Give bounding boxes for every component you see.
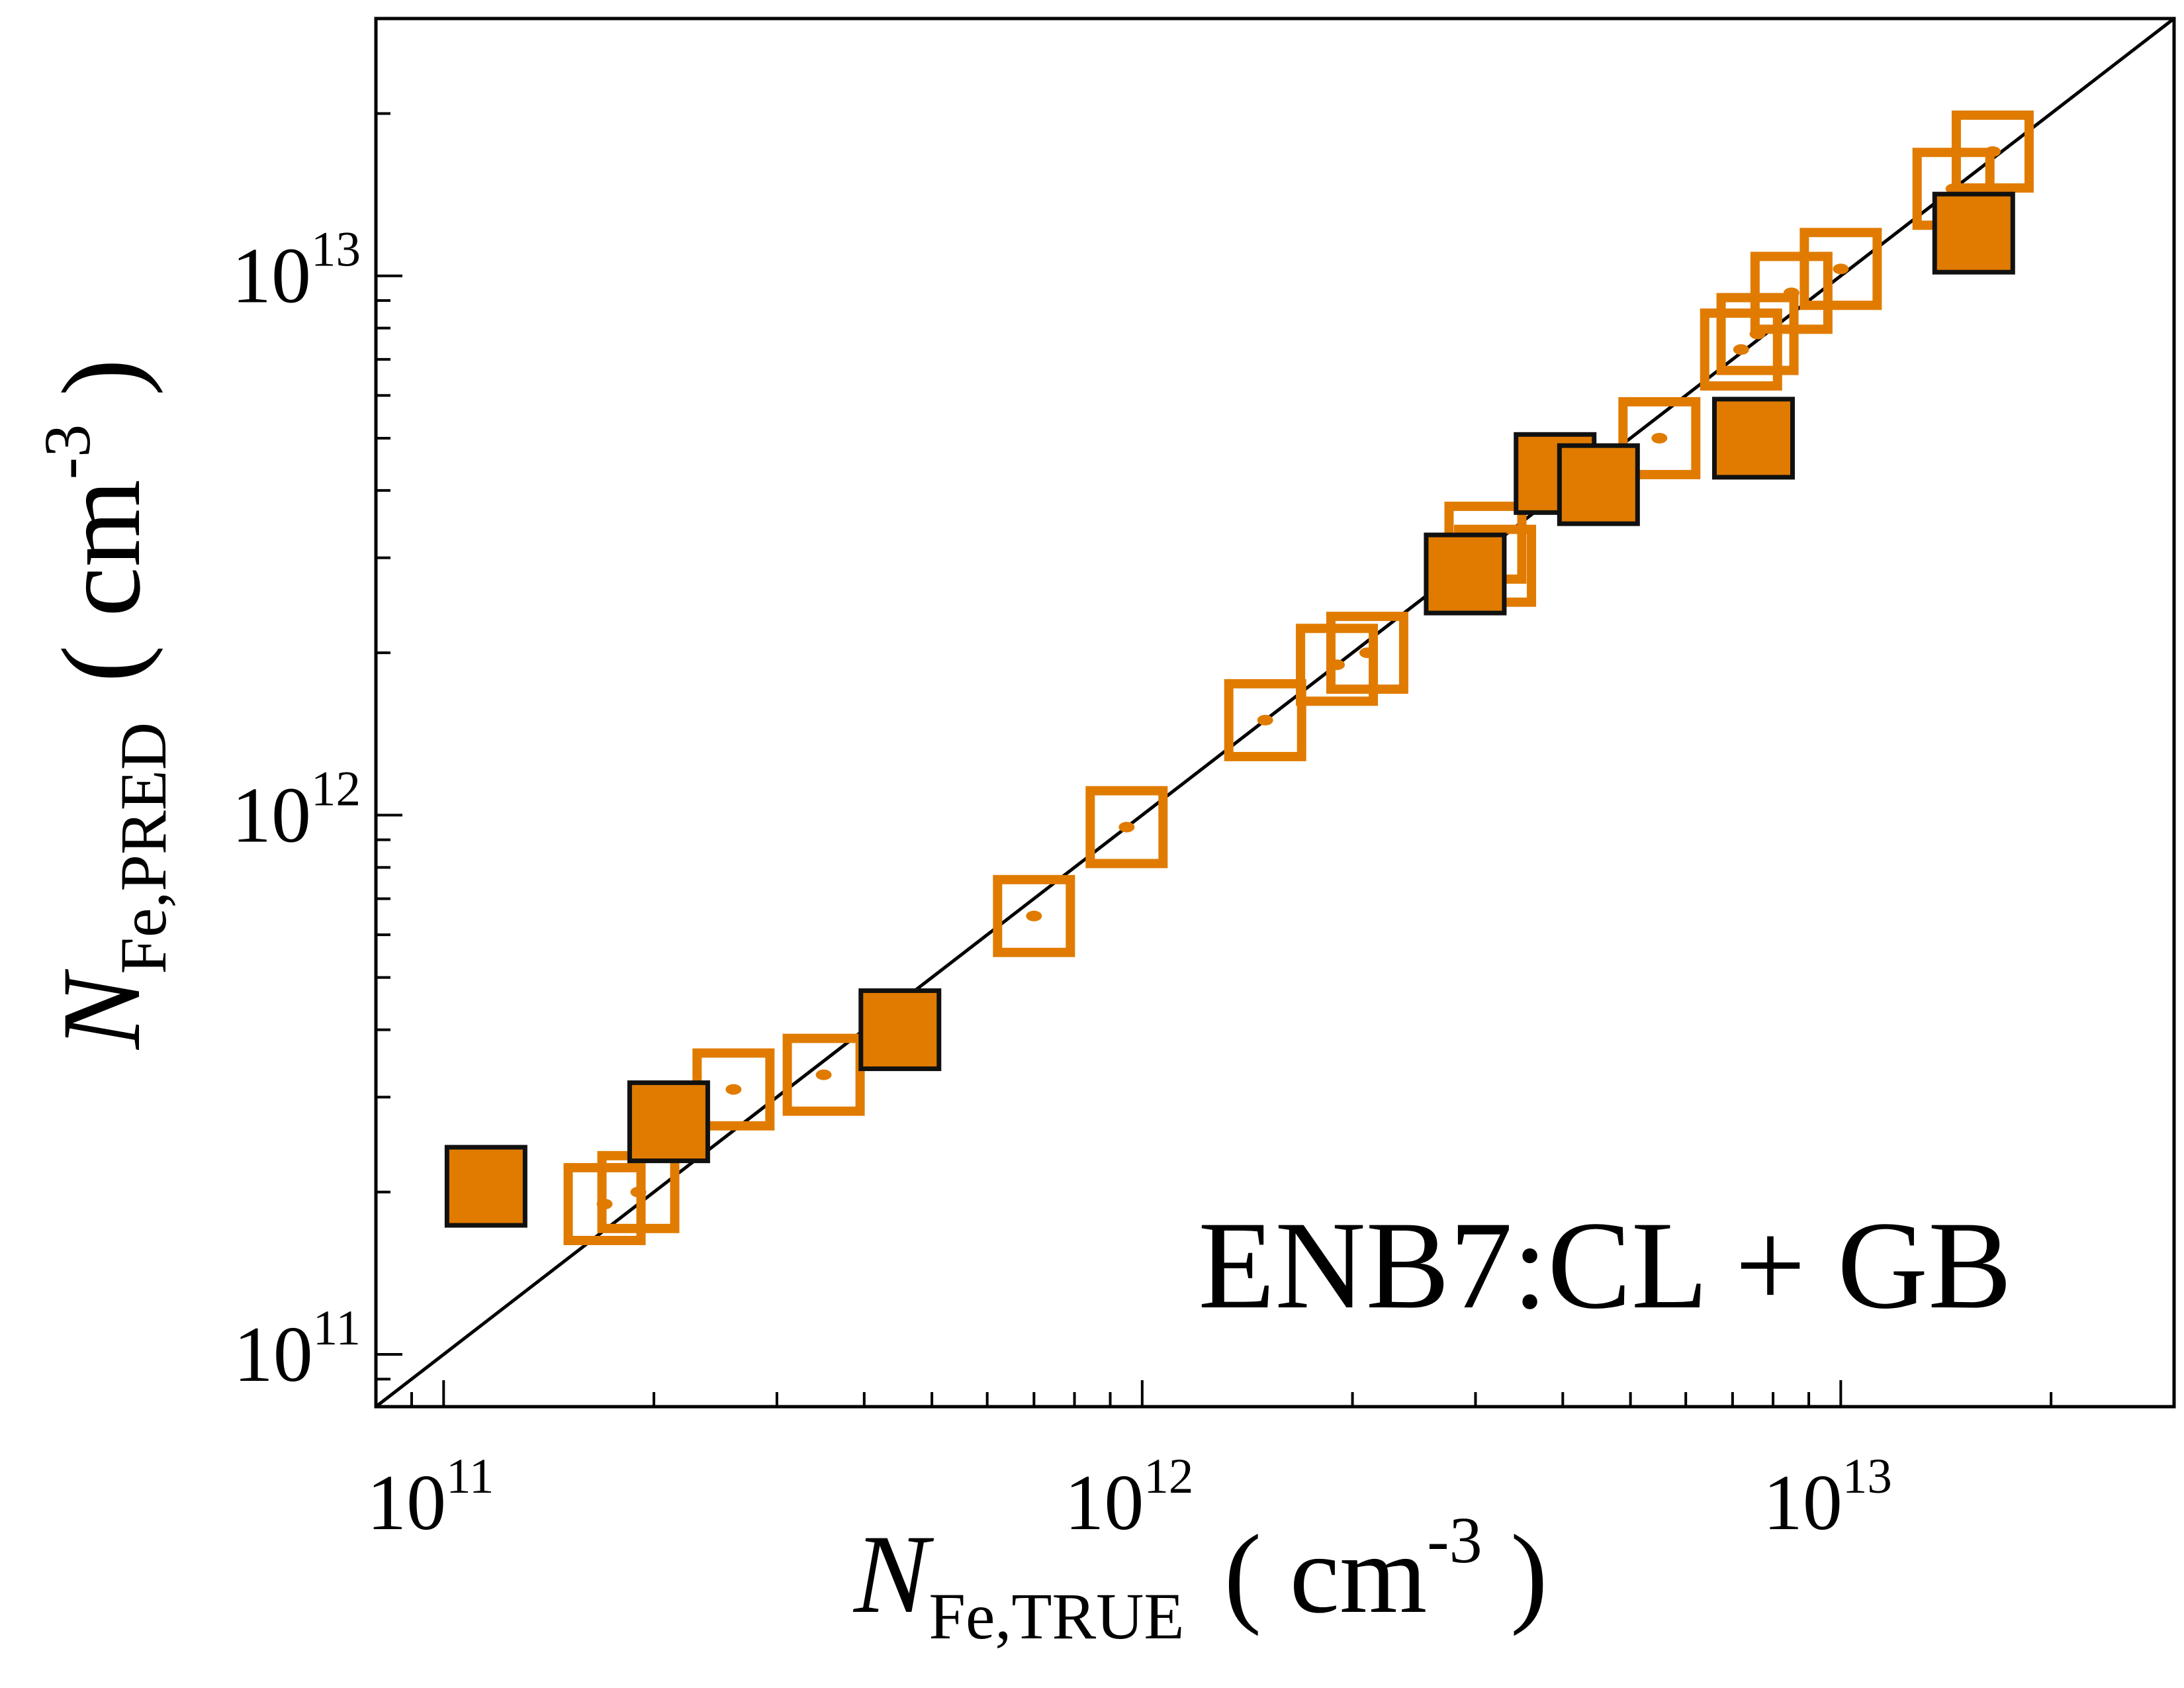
open-marker-dot: [1984, 146, 2001, 157]
filled-marker: [1712, 397, 1795, 480]
open-marker-dot: [1257, 714, 1273, 726]
open-marker-dot: [1833, 263, 1849, 275]
y-tick-exponent: 11: [313, 1301, 361, 1356]
y-axis-subscript: Fe,PRED: [107, 722, 180, 974]
open-marker-dot: [1733, 344, 1749, 355]
x-tick-exponent: 12: [1144, 1449, 1193, 1504]
open-marker-dot: [1118, 821, 1135, 833]
x-axis-symbol: N: [852, 1512, 934, 1636]
filled-marker: [627, 1080, 710, 1164]
open-marker-dot: [815, 1069, 832, 1080]
y-tick-exponent: 12: [311, 761, 361, 816]
y-tick-label: 1012: [232, 761, 361, 859]
open-marker-dot: [1651, 432, 1668, 444]
open-marker-dot: [1783, 287, 1799, 299]
open-marker-dot: [725, 1084, 742, 1095]
x-tick-labels: 1011 1012 1013: [367, 1449, 1892, 1546]
x-tick-exponent: 11: [446, 1449, 494, 1504]
x-axis-unit: ( cm: [1224, 1512, 1427, 1636]
filled-marker: [1424, 532, 1507, 616]
y-tick-label: 1011: [234, 1301, 361, 1398]
open-marker: [1085, 786, 1168, 868]
x-axis-unit-close: ): [1482, 1512, 1548, 1636]
open-marker: [782, 1033, 865, 1116]
filled-marker: [1557, 443, 1640, 526]
open-marker: [1799, 228, 1882, 310]
filled-marker: [1932, 191, 2015, 275]
open-marker-dot: [1026, 910, 1042, 921]
x-tick-label: 1012: [1064, 1449, 1193, 1546]
open-marker: [1296, 624, 1379, 706]
y-axis-unit-close: ): [39, 359, 163, 424]
ticks-layer: [375, 17, 2175, 1408]
x-tick-label: 1013: [1763, 1449, 1892, 1546]
y-axis-unit-sup: -3: [30, 424, 104, 479]
y-tick-label: 1013: [232, 222, 361, 320]
filled-marker: [858, 988, 942, 1072]
x-tick-base: 10: [367, 1458, 446, 1546]
x-tick-base: 10: [1064, 1458, 1144, 1546]
y-tick-base: 10: [234, 1310, 313, 1398]
open-marker: [1750, 252, 1833, 334]
open-marker: [993, 874, 1075, 957]
open-marker-dot: [1359, 647, 1375, 659]
open-marker: [1326, 612, 1408, 694]
x-tick-label: 1011: [367, 1449, 494, 1546]
x-axis-title: NFe,TRUE ( cm-3 ): [852, 1503, 1548, 1653]
y-axis-title: NFe,PRED ( cm-3 ): [30, 359, 180, 1051]
open-marker: [1618, 397, 1701, 479]
y-tick-base: 10: [232, 232, 311, 320]
x-tick-exponent: 13: [1843, 1449, 1892, 1504]
chart-annotation: ENB7:CL + GB: [1198, 1196, 2012, 1335]
x-axis-subscript: Fe,TRUE: [929, 1579, 1184, 1653]
data-points-layer: [444, 110, 2034, 1245]
open-marker: [1224, 679, 1306, 761]
y-axis-unit: ( cm: [39, 479, 163, 682]
filled-marker: [444, 1145, 527, 1228]
open-marker: [1700, 308, 1782, 391]
y-axis-symbol: N: [39, 968, 163, 1051]
y-tick-exponent: 13: [311, 222, 361, 277]
open-marker: [1951, 110, 2034, 193]
y-tick-base: 10: [232, 771, 311, 859]
x-tick-base: 10: [1763, 1458, 1843, 1546]
open-marker-dot: [630, 1186, 647, 1197]
x-axis-unit-sup: -3: [1427, 1503, 1482, 1577]
plot-frame: [374, 17, 2176, 1409]
